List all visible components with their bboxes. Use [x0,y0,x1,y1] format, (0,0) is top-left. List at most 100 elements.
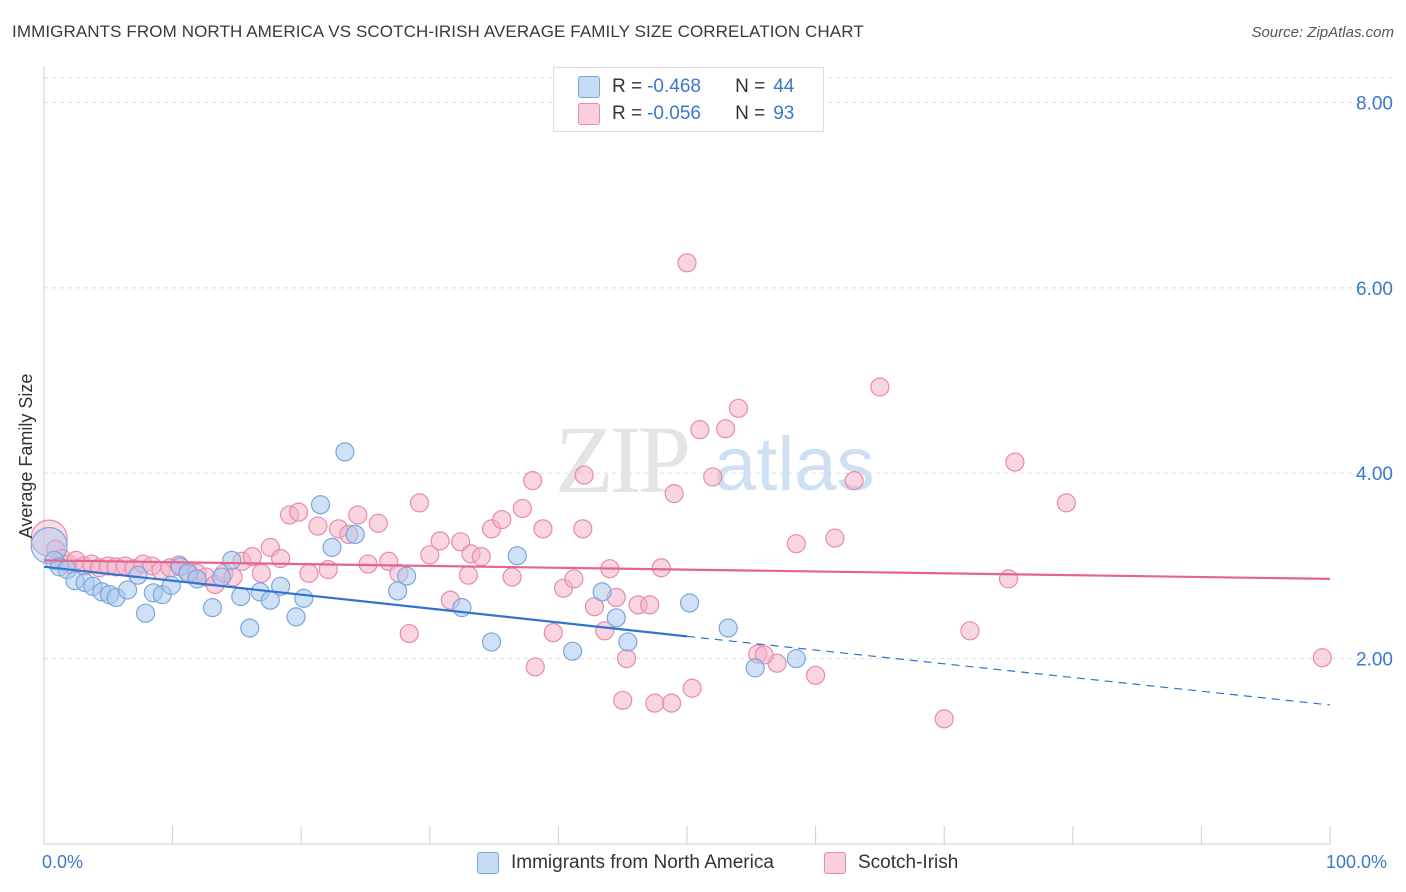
immigrants-point [592,582,612,602]
scotch-irish-point [651,558,671,578]
immigrants-point [187,569,207,589]
y-tick-label: 6.00 [1356,279,1393,300]
immigrants-point [745,658,765,678]
scotch-irish-point [368,513,388,533]
immigrants-point [240,618,260,638]
x-axis-max-label: 100.0% [1326,852,1388,872]
legend-r-label: R = [612,103,643,124]
scotch-irish-point [728,398,749,418]
legend-row-scotch-irish: R = -0.056 N = 93 [578,102,794,126]
scotch-irish-point [805,665,826,685]
legend-n-value: 44 [773,76,795,97]
scotch-irish-point [251,563,271,583]
immigrants-point [452,598,472,618]
scotch-irish-point [613,690,633,710]
immigrants-point [286,607,306,627]
series-swatch-pink [824,852,846,874]
scotch-irish-point [574,465,594,485]
stats-legend: R = -0.468 N = 44 R = -0.056 N = 93 [553,67,824,132]
legend-n-label: N = [735,76,766,97]
scotch-irish-point [543,623,563,643]
immigrants-point [117,580,138,600]
scotch-irish-point [458,565,478,585]
chart-title: IMMIGRANTS FROM NORTH AMERICA VS SCOTCH-… [12,22,864,41]
scotch-irish-point [690,420,710,440]
immigrants-trend-extension [686,635,1331,706]
scotch-irish-point [348,505,368,525]
immigrants-point [128,565,148,585]
grid-lines [44,77,1392,660]
scotch-irish-point [471,547,491,567]
immigrants-trend-line [43,565,688,638]
scotch-irish-points [30,253,1332,729]
immigrants-point [481,632,502,652]
scotch-irish-point [998,569,1019,589]
immigrants-point [718,618,738,638]
series-swatch-blue [477,852,499,874]
scotch-irish-point [786,534,806,554]
scotch-irish-point [616,649,637,669]
series-label-immigrants: Immigrants from North America [511,852,774,873]
scotch-irish-point [584,597,605,617]
scotch-irish-point [299,563,319,583]
watermark-atlas: atlas [714,422,875,507]
scotch-irish-point [664,484,684,504]
scotch-irish-point [715,419,736,439]
immigrants-point [562,641,583,661]
immigrants-point [135,603,156,623]
y-tick-label: 8.00 [1356,93,1393,114]
immigrants-point [202,598,223,618]
axes [43,66,1331,845]
immigrants-point [271,576,291,596]
immigrants-point [222,550,242,570]
series-legend-scotch-irish: Scotch-Irish [824,852,958,874]
y-tick-label: 4.00 [1356,464,1393,485]
scotch-irish-point [934,709,954,729]
legend-swatch-pink [578,103,600,125]
scotch-irish-point [1056,493,1076,513]
scotch-irish-point [242,547,262,567]
immigrants-point [786,649,806,669]
scotch-irish-point [677,253,697,273]
scotch-irish-point [289,502,309,522]
legend-row-immigrants: R = -0.468 N = 44 [578,75,794,99]
y-tick-label: 2.00 [1356,650,1393,671]
scotch-irish-trend-line [43,559,1331,580]
scotch-irish-point [844,471,864,491]
legend-r-value: -0.056 [647,103,701,124]
immigrants-point [397,566,417,586]
y-axis-label: Average Family Size [16,374,36,539]
scotch-irish-point [645,693,665,713]
scotch-irish-point [399,623,419,644]
scotch-irish-point [1312,648,1332,668]
scotch-irish-point [523,471,543,491]
legend-n-label: N = [735,103,766,124]
scotch-irish-point [573,519,593,539]
scotch-irish-point [564,569,584,589]
scotch-irish-point [960,621,980,641]
scotch-irish-point [492,509,512,530]
legend-r-label: R = [612,76,643,97]
immigrants-point [345,524,365,545]
scotch-irish-point [661,693,682,713]
scotch-irish-point [703,467,723,487]
scotch-irish-point [420,545,440,565]
immigrants-point [294,588,314,608]
scotch-irish-point [430,531,450,551]
y-tick-labels: 2.00 4.00 6.00 8.00 [1356,93,1393,670]
scotch-irish-point [512,498,532,519]
legend-r-value: -0.468 [647,76,701,97]
legend-n-value: 93 [773,103,795,124]
scotch-irish-point [640,595,660,615]
trend-lines [43,559,1331,706]
series-legend-immigrants: Immigrants from North America [477,852,774,874]
immigrants-point [606,608,626,628]
immigrants-point [507,546,527,566]
immigrants-point [388,581,408,601]
series-label-scotch-irish: Scotch-Irish [858,852,959,873]
immigrants-point [211,567,232,587]
scotch-irish-point [409,493,430,513]
scotch-irish-point [1005,452,1025,472]
chart-source: Source: ZipAtlas.com [1251,24,1394,41]
